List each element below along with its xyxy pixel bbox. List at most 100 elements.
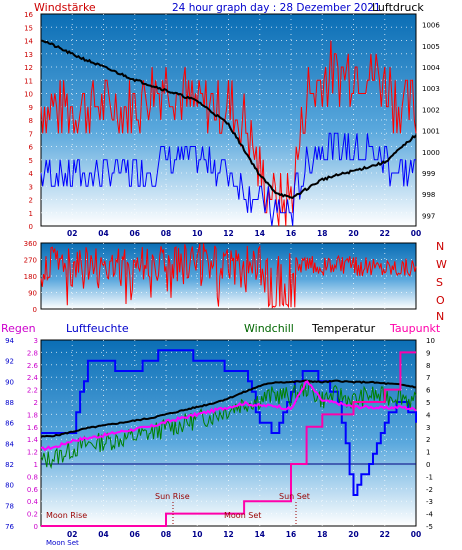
hour-tick-label: 20: [348, 530, 358, 539]
temperature-tick-label: 10: [426, 337, 435, 345]
wind-direction-series: [40, 243, 417, 309]
temperature-tick-label: -3: [426, 498, 433, 506]
direction-tick-label: 360: [24, 240, 37, 248]
rain-ticks: 0 0.2 0.4 0.6 0.8 1 1.2 1.4 1.6 1.8 2 2.2 2.4 2.6 2.8 3: [27, 337, 39, 531]
wind-tick-label: 12: [24, 64, 33, 72]
hour-tick-label: 20: [348, 229, 358, 238]
wind-tick-label: 0: [29, 223, 33, 231]
pressure-axis-title: Luftdruck: [372, 1, 424, 14]
rain-tick-label: 0.4: [27, 498, 39, 506]
humidity-tick-label: 86: [5, 420, 14, 428]
hour-tick-label: 16: [286, 530, 296, 539]
pressure-tick-label: 1005: [422, 43, 440, 51]
compass-n-bottom: N: [436, 310, 444, 323]
rain-axis-title: Regen: [1, 322, 36, 335]
rain-tick-label: 0.6: [27, 486, 39, 494]
rain-tick-label: 0.2: [27, 511, 38, 519]
dewpoint-legend: Taupunkt: [389, 322, 441, 335]
temp-humidity-grid: [41, 340, 416, 526]
pressure-tick-label: 997: [422, 212, 435, 220]
temperature-ticks: -5 -4 -3 -2 -1 0 1 2 3 4 5 6 7 8 9 10: [426, 337, 435, 531]
hour-ticks-bottom: 02 04 06 08 10 12 14 16 18 20 22 00: [67, 530, 421, 539]
sun-set-label: Sun Set: [279, 492, 310, 501]
wind-direction-data: [40, 243, 417, 309]
chart-title: 24 hour graph day : 28 Dezember 2021: [172, 2, 381, 14]
hour-ticks-top: 02 04 06 08 10 12 14 16 18 20 22 00: [67, 229, 421, 238]
wind-tick-label: 10: [24, 91, 33, 99]
humidity-tick-label: 90: [5, 378, 14, 386]
hour-tick-label: 10: [192, 530, 202, 539]
hour-tick-label: 00: [411, 530, 421, 539]
wind-gust-series: [40, 40, 417, 227]
temperature-tick-label: 0: [426, 461, 430, 469]
pressure-tick-label: 998: [422, 191, 435, 199]
wind-tick-label: 9: [29, 104, 33, 112]
hour-tick-label: 06: [130, 229, 140, 238]
rain-tick-label: 2.4: [27, 374, 39, 382]
hour-tick-label: 18: [317, 530, 327, 539]
wind-pressure-data: [40, 39, 417, 227]
direction-ticks: 0 90 180 270 360: [24, 240, 37, 314]
hour-tick-label: 00: [411, 229, 421, 238]
pressure-series: [40, 39, 417, 200]
rain-tick-label: 2.8: [27, 349, 38, 357]
humidity-tick-label: 88: [5, 399, 14, 407]
temperature-tick-label: 3: [426, 424, 430, 432]
temp-humidity-plot-area: [40, 339, 417, 527]
rain-tick-label: 1.8: [27, 411, 38, 419]
temperature-tick-label: 5: [426, 399, 430, 407]
hour-tick-label: 12: [223, 530, 233, 539]
hour-tick-label: 16: [286, 229, 296, 238]
compass-s: S: [436, 276, 443, 289]
moon-rise-label: Moon Rise: [46, 511, 87, 520]
rain-tick-label: 0: [34, 523, 38, 531]
humidity-tick-label: 78: [5, 502, 14, 510]
rain-tick-label: 3: [34, 337, 38, 345]
wind-tick-label: 8: [29, 117, 33, 125]
humidity-series: [41, 349, 417, 496]
rain-series: [41, 351, 416, 527]
wind-tick-label: 6: [29, 144, 34, 152]
temperature-tick-label: 1: [426, 449, 430, 457]
rain-tick-label: 1.2: [27, 449, 38, 457]
hour-tick-label: 04: [98, 229, 108, 238]
wind-tick-label: 2: [29, 197, 33, 205]
pressure-tick-label: 1001: [422, 128, 440, 136]
temp-humidity-data: [40, 349, 417, 527]
pressure-tick-label: 1006: [422, 22, 440, 30]
humidity-tick-label: 80: [5, 482, 14, 490]
direction-tick-label: 180: [24, 273, 37, 281]
wind-tick-label: 13: [24, 51, 33, 59]
rain-tick-label: 2.2: [27, 387, 38, 395]
temperature-series: [40, 379, 417, 438]
pressure-tick-label: 1002: [422, 106, 440, 114]
rain-tick-label: 1.6: [27, 424, 39, 432]
rain-tick-label: 2: [34, 399, 38, 407]
temperature-tick-label: 2: [426, 436, 430, 444]
wind-tick-label: 3: [29, 183, 33, 191]
rain-tick-label: 2.6: [27, 362, 39, 370]
humidity-tick-label: 82: [5, 461, 14, 469]
temperature-tick-label: -4: [426, 511, 434, 519]
hour-tick-label: 04: [98, 530, 108, 539]
hour-tick-label: 08: [161, 229, 171, 238]
hour-tick-label: 02: [67, 530, 77, 539]
moon-set-label: Moon Set: [224, 511, 261, 520]
wind-tick-label: 11: [24, 77, 33, 85]
wind-tick-label: 15: [24, 24, 33, 32]
compass-labels: N W S O N: [436, 240, 447, 323]
wind-average-series: [40, 132, 416, 227]
humidity-ticks: 76 78 80 82 84 86 88 90 92 94: [5, 337, 14, 531]
wind-tick-label: 14: [24, 38, 33, 46]
temperature-tick-label: 4: [426, 411, 431, 419]
temperature-legend: Temperatur: [311, 322, 376, 335]
hour-tick-label: 08: [161, 530, 171, 539]
moon-set-footer-label: Moon Set: [46, 539, 79, 547]
humidity-tick-label: 84: [5, 440, 14, 448]
pressure-tick-label: 1003: [422, 85, 440, 93]
direction-tick-label: 90: [28, 290, 37, 298]
hour-tick-label: 12: [223, 229, 233, 238]
humidity-tick-label: 92: [5, 358, 14, 366]
hour-tick-label: 22: [380, 229, 390, 238]
